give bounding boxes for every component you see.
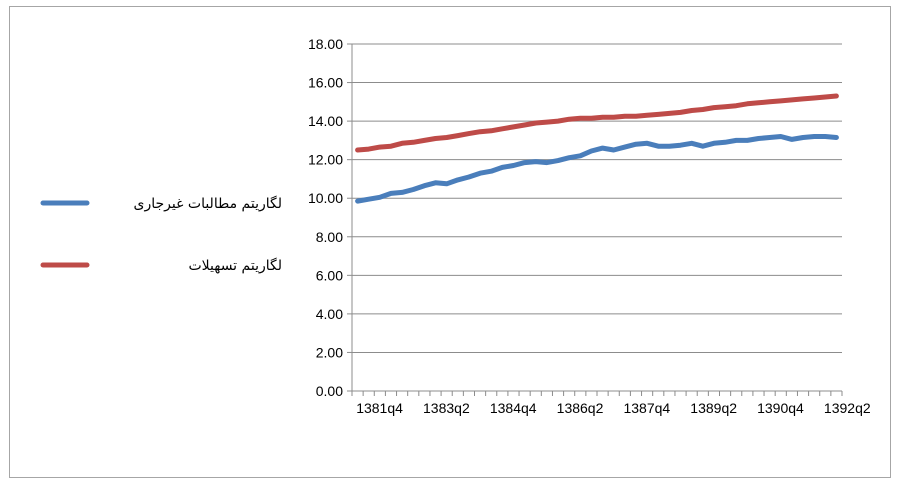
- series-line-1: [355, 134, 839, 204]
- x-tick-label: 1387q4: [623, 400, 670, 416]
- gridlines: [352, 43, 842, 353]
- x-axis: 1381q4 1383q2 1384q4 1386q2 1387q4 1389q2 1390…: [351, 390, 871, 416]
- legend: لگاریتم مطالبات غیرجاری لگاریتم تسهیلات: [40, 195, 282, 274]
- x-tick-label: 1389q2: [690, 400, 737, 416]
- y-tick-label: 14.00: [308, 113, 343, 129]
- x-tick-label: 1383q2: [423, 400, 470, 416]
- x-tick-label: 1392q2: [824, 400, 871, 416]
- y-tick-label: 12.00: [308, 152, 343, 168]
- y-tick-label: 0.00: [316, 383, 343, 399]
- legend-label-2: لگاریتم تسهیلات: [188, 257, 282, 274]
- x-tick-label: 1390q4: [757, 400, 804, 416]
- y-tick-label: 16.00: [308, 75, 343, 91]
- x-tick-label: 1384q4: [490, 400, 537, 416]
- y-tick-label: 2.00: [316, 344, 343, 360]
- series-line-2: [355, 93, 839, 153]
- x-tick-label: 1386q2: [557, 400, 604, 416]
- y-tick-label: 4.00: [316, 306, 343, 322]
- y-tick-label: 8.00: [316, 229, 343, 245]
- y-tick-label: 10.00: [308, 190, 343, 206]
- plot-series: [355, 93, 839, 204]
- line-chart: 0.00 2.00 4.00 6.00 8.00 10.00 12.00 14.00 16.00…: [40, 36, 871, 416]
- x-tick-label: 1381q4: [356, 400, 403, 416]
- y-tick-label: 6.00: [316, 267, 343, 283]
- y-tick-label: 18.00: [308, 36, 343, 52]
- chart-frame: 0.00 2.00 4.00 6.00 8.00 10.00 12.00 14.00 16.00…: [9, 6, 891, 478]
- legend-label-1: لگاریتم مطالبات غیرجاری: [134, 195, 282, 212]
- y-axis: 0.00 2.00 4.00 6.00 8.00 10.00 12.00 14.00 16.00…: [308, 36, 353, 399]
